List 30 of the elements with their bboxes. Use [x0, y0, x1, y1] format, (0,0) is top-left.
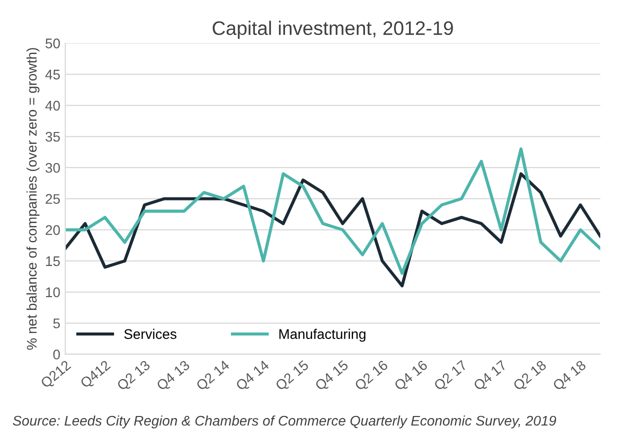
- line-series: [65, 147, 600, 275]
- y-tick-label: 15: [46, 256, 60, 266]
- y-axis-title: % net balance of companies (over zero = growth): [26, 48, 40, 350]
- y-tick-label: 25: [46, 194, 60, 204]
- source-note: Source: Leeds City Region & Chambers of Commerce Quarterly Economic Survey, 2019: [12, 415, 556, 428]
- y-tick-label: 10: [46, 287, 60, 298]
- chart-title: Capital investment, 2012-19: [212, 20, 453, 39]
- x-tick-label: Q2 18: [512, 360, 548, 393]
- x-tick-label: Q4 17: [472, 360, 509, 393]
- x-tick-label: Q2 17: [433, 360, 470, 393]
- x-tick-label: Q2 14: [196, 360, 232, 393]
- legend-label: Services: [124, 328, 176, 339]
- x-tick-label: Q2 13: [116, 360, 152, 393]
- y-tick-label: 35: [46, 132, 60, 142]
- y-tick-label: 0: [53, 350, 60, 360]
- y-tick-label: 20: [46, 225, 60, 235]
- x-tick-label: Q4 18: [552, 360, 588, 393]
- y-tick-label: 5: [53, 318, 60, 328]
- x-tick-label: Q4 14: [235, 360, 272, 393]
- x-tick-label: Q2 15: [274, 360, 311, 393]
- y-tick-label: 50: [46, 38, 60, 48]
- y-tick-label: 40: [45, 100, 60, 111]
- y-tick-label: 45: [45, 70, 60, 80]
- legend-label: Manufacturing: [279, 328, 366, 342]
- x-tick-label: Q4 16: [394, 360, 430, 393]
- x-tick-label: Q4 13: [156, 360, 192, 393]
- line-series: [65, 172, 600, 288]
- x-tick-label: Q2 16: [354, 360, 390, 393]
- y-tick-label: 30: [46, 162, 60, 173]
- x-tick-label: Q4 15: [314, 360, 350, 393]
